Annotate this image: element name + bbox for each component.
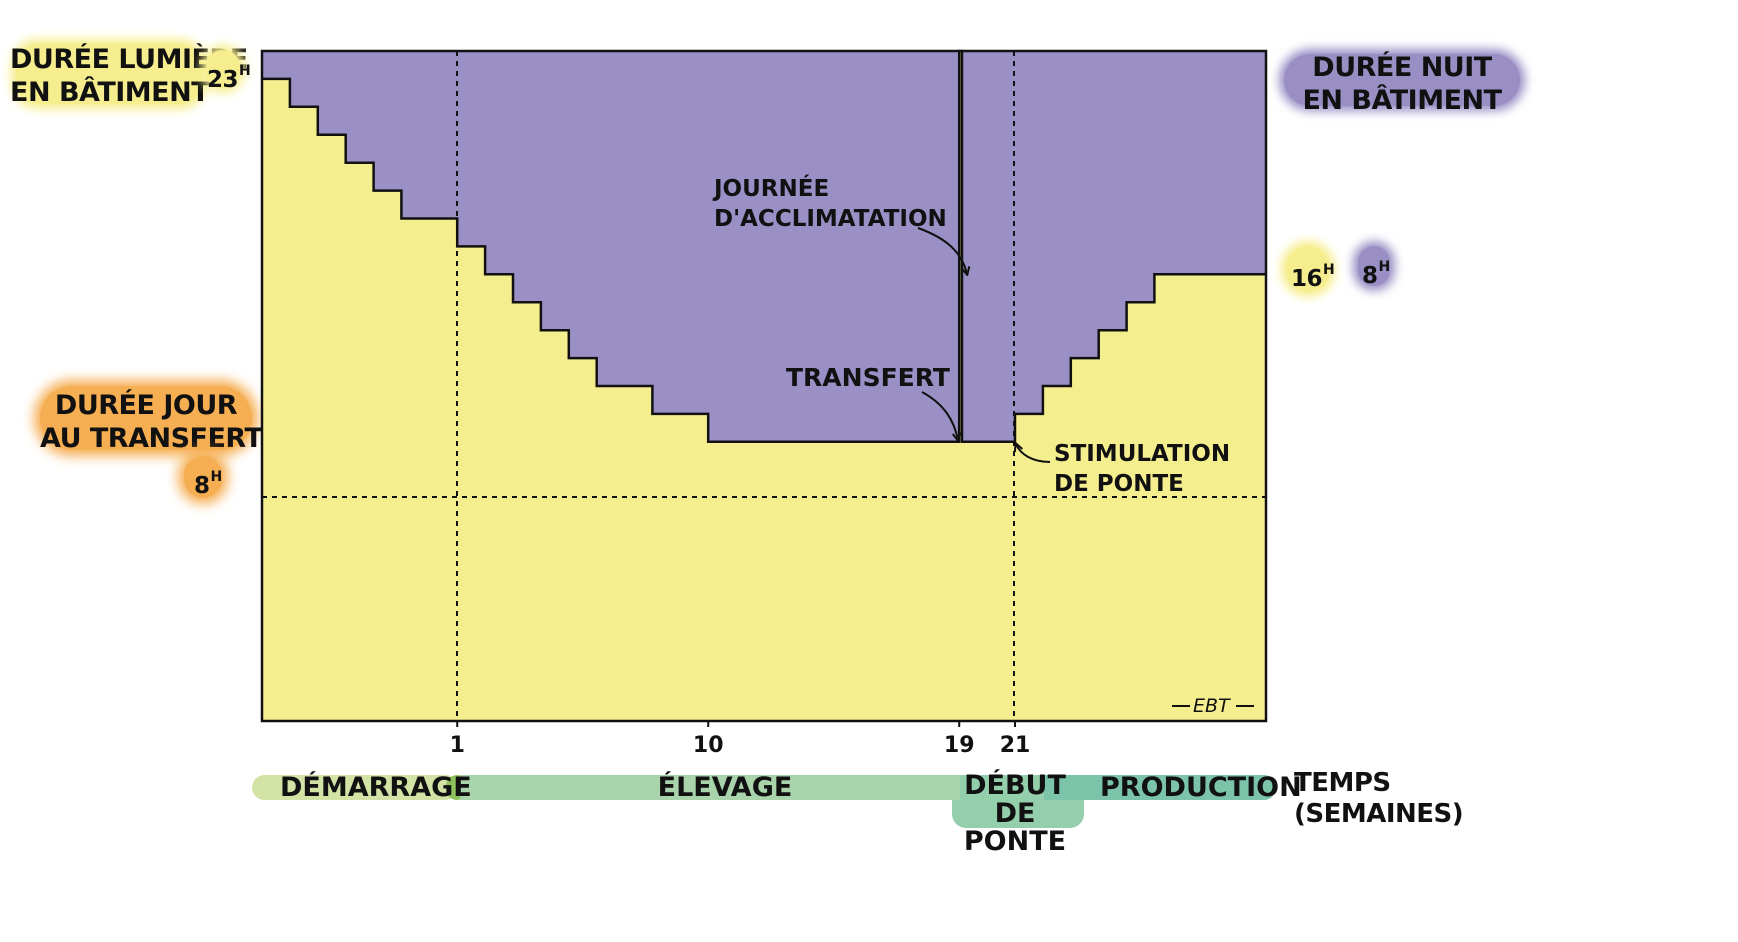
phase-bar-production [1020,775,1276,800]
light-start-hours-bg [206,50,240,88]
acclimatation-label-line2: D'ACCLIMATATION [714,206,947,232]
end-night-hours-bg [1358,246,1390,286]
phase-bar-debut-bottom [952,800,1084,828]
phase-label-elevage: ÉLEVAGE [657,772,793,803]
light-start-hours-value: 23 [207,67,239,93]
acclimatation-label-line1: JOURNÉE [712,174,829,202]
end-light-hours-unit: H [1323,262,1335,278]
phase-bar-elevage [460,775,980,800]
day-transfer-label-bg [40,386,252,450]
light-start-hours-unit: H [239,63,251,79]
stimulation-arrow [1016,444,1051,463]
x-axis-ticks: 1 10 19 21 [450,721,1031,758]
x-tick-label: 21 [1000,733,1031,758]
night-duration-label: DURÉE NUIT EN BÂTIMENT [1284,51,1520,117]
light-duration-label-bg [16,44,202,104]
stimulation-label-line2: DE PONTE [1054,471,1184,497]
light-duration-label-line2: EN BÂTIMENT [10,77,210,108]
end-light-hours-bg [1286,246,1330,292]
time-axis-label: TEMPS (SEMAINES) [1294,768,1464,830]
phase-bar-demarrage [252,775,458,800]
stimulation-label-line1: STIMULATION [1054,441,1230,467]
plot-frame [260,49,1268,723]
transfert-label: TRANSFERT [786,363,950,392]
acclimatation-arrow [917,227,967,274]
day-transfer-hours-bg [184,456,222,498]
light-step-line [262,49,1266,444]
day-transfer-hours-value: 8 [194,473,210,499]
signature-text: EBT [1193,695,1231,717]
day-transfer-label: DURÉE JOUR AU TRANSFERT [40,389,263,455]
night-duration-label-line2: EN BÂTIMENT [1302,85,1502,116]
x-tick-label: 19 [944,733,975,758]
day-transfer-label-line2: AU TRANSFERT [40,423,263,454]
phase-bar-debut-top [960,775,1044,800]
time-axis-label-line2: (SEMAINES) [1294,799,1464,829]
phase-label-production: PRODUCTION [1100,772,1302,803]
night-duration-label-bg [1284,54,1520,106]
end-night-hours-value: 8 [1362,263,1378,289]
end-night-hours-unit: H [1378,259,1391,275]
end-light-hours-value: 16 [1291,266,1323,292]
x-tick-label: 10 [693,733,724,758]
transfert-arrow [921,391,958,440]
day-transfer-label-line1: DURÉE JOUR [54,390,238,421]
phase-label-demarrage: DÉMARRAGE [280,772,472,803]
day-transfer-hours: 8H [194,461,222,503]
phase-label-debut-de-ponte: DÉBUT DE PONTE [948,772,1082,856]
night-duration-label-line1: DURÉE NUIT [1312,52,1492,83]
signature: EBT [1172,695,1254,717]
end-night-hours: 8H [1362,251,1390,293]
phase-label-debut-de-ponte-text: DÉBUT DE PONTE [963,770,1067,857]
end-light-hours: 16H [1291,254,1335,296]
light-start-hours: 23H [207,55,251,97]
time-axis-label-line1: TEMPS [1294,768,1391,798]
x-tick-label: 1 [450,733,465,758]
day-transfer-hours-unit: H [210,469,223,485]
